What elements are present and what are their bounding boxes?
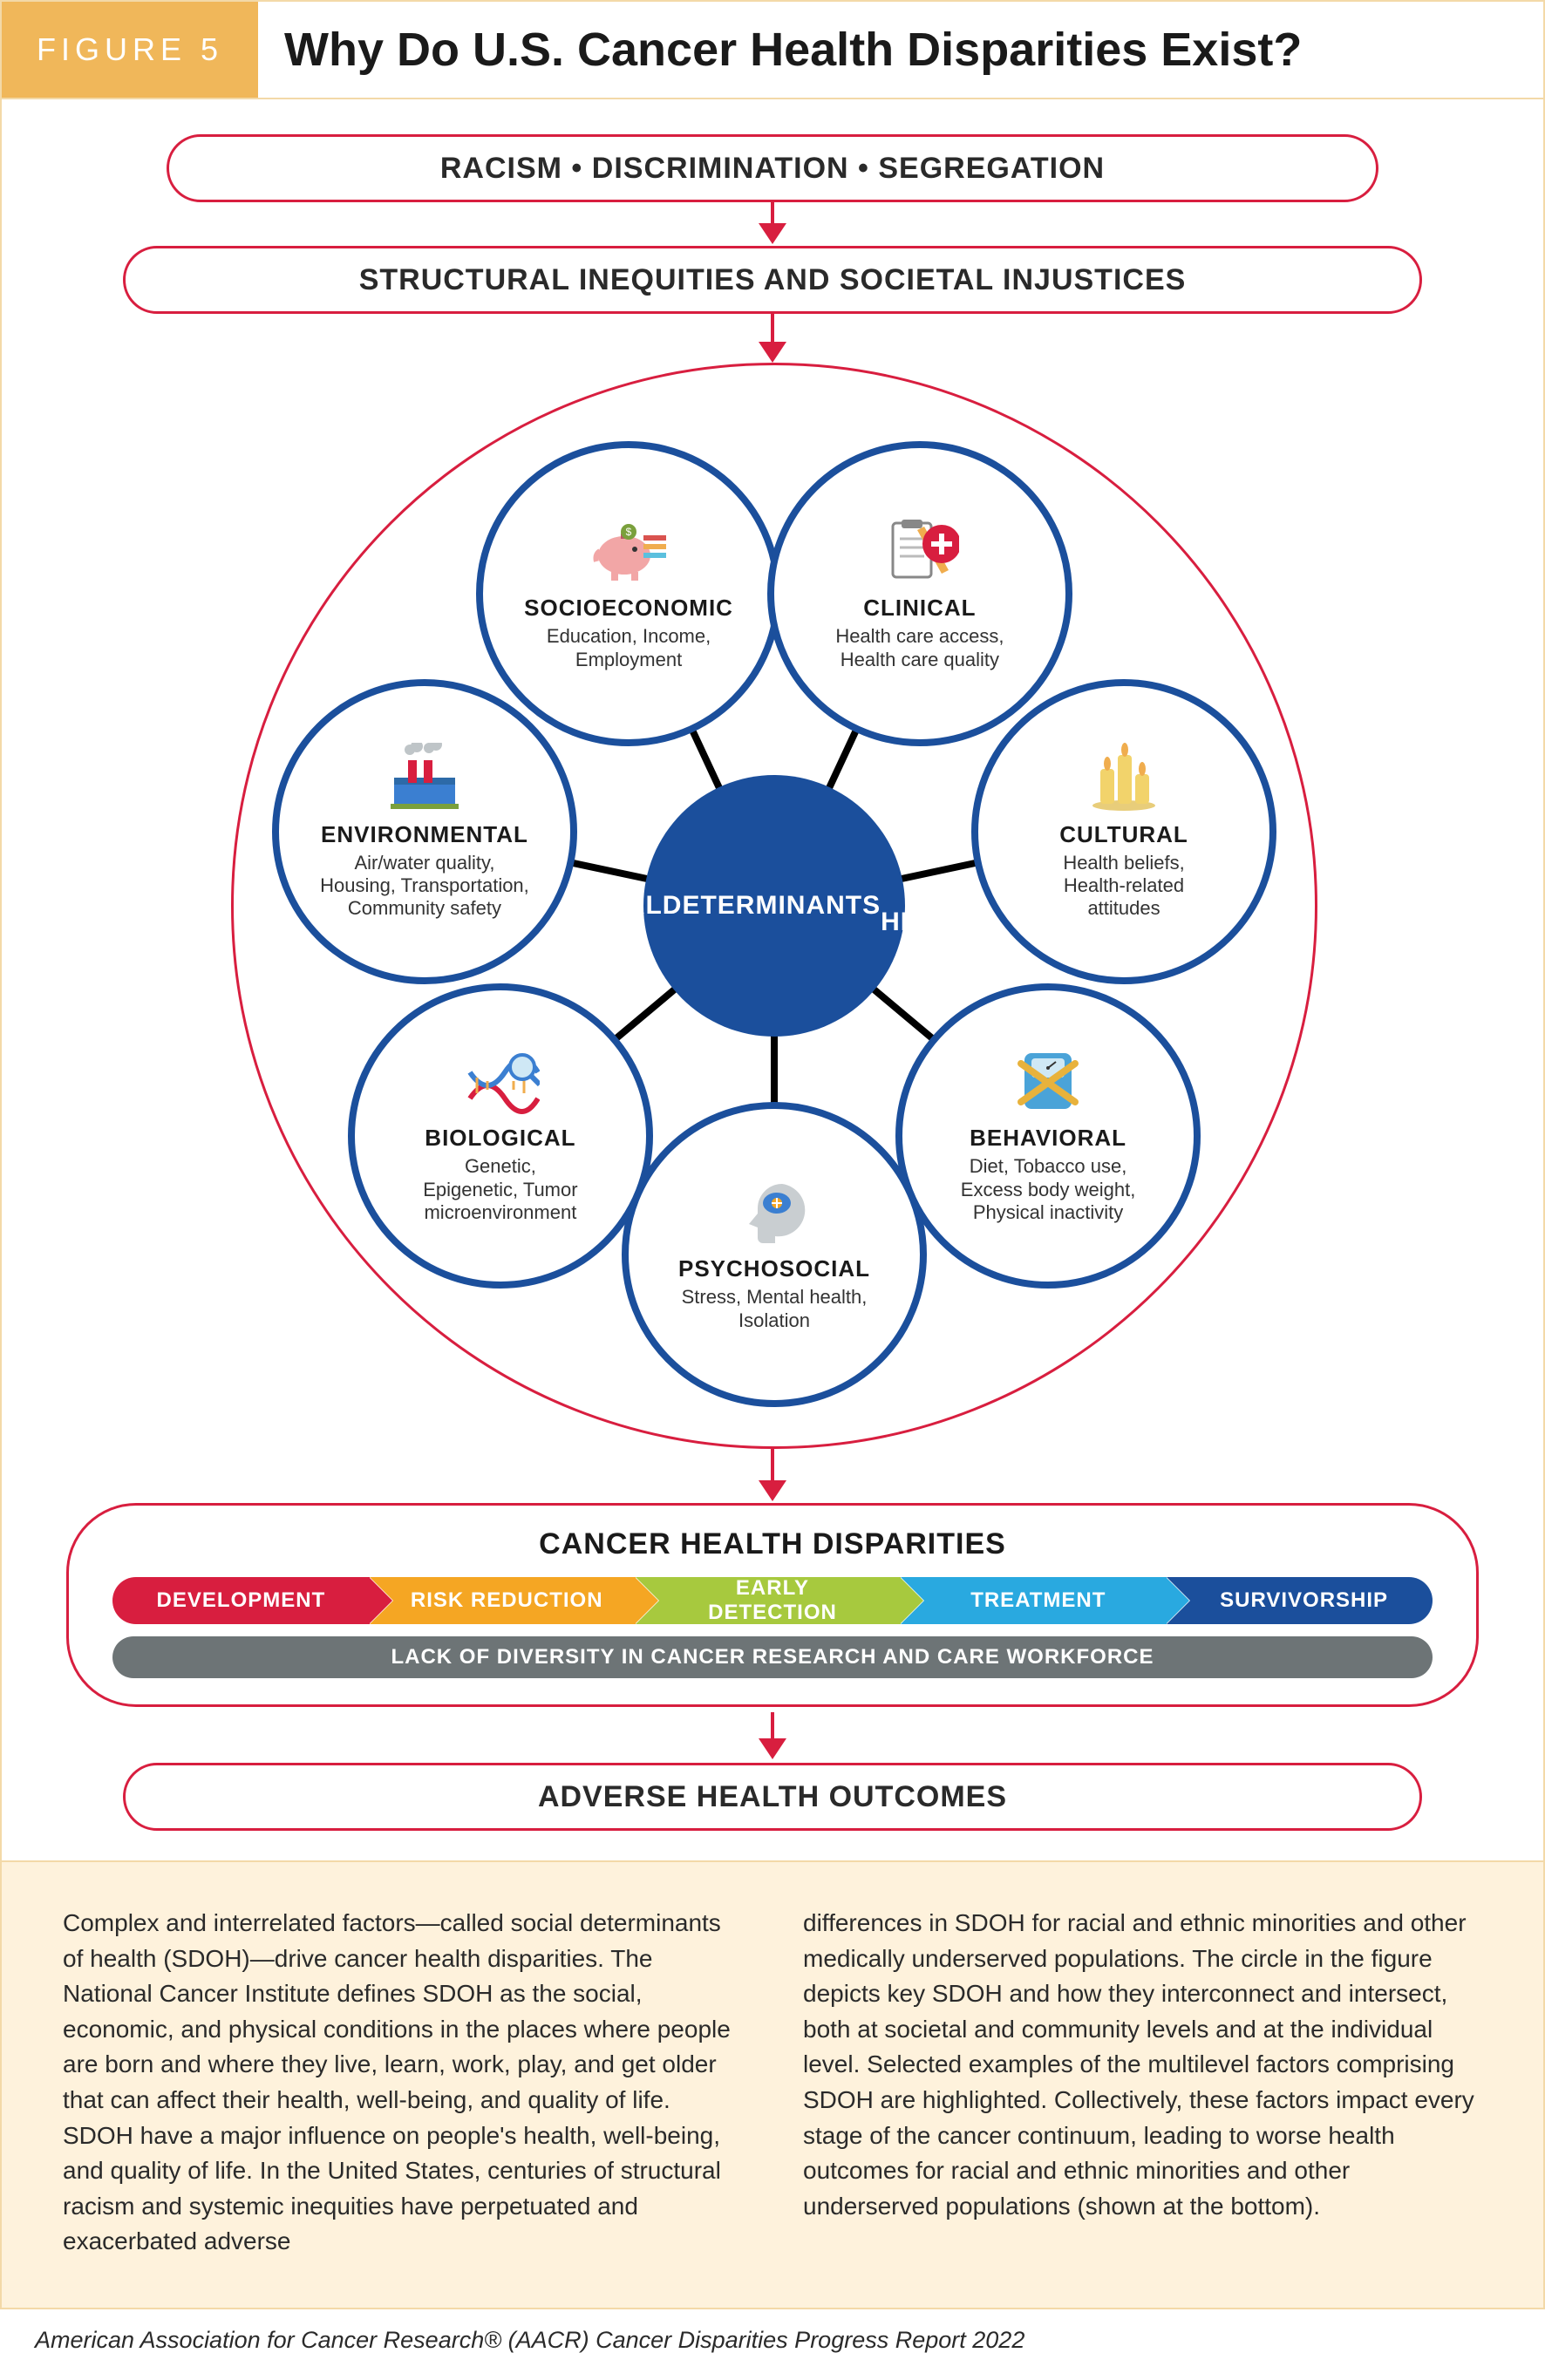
pill-top-text: RACISM • DISCRIMINATION • SEGREGATION [440,152,1105,186]
det-title-socioeconomic: SOCIOECONOMIC [524,595,733,622]
continuum-step-1-label: RISK REDUCTION [411,1588,603,1613]
continuum-chevron-3 [1166,1577,1189,1624]
figure-page: FIGURE 5 Why Do U.S. Cancer Health Dispa… [0,0,1545,2309]
caption-col-1: Complex and interrelated factors—called … [63,1906,742,2260]
continuum-step-4: SURVIVORSHIP [1167,1577,1433,1624]
determinant-environmental: ENVIRONMENTAL Air/water quality,Housing, … [272,679,577,984]
environmental-icon [385,743,464,813]
arrow-stem-a3 [771,1449,774,1480]
svg-text:$: $ [626,526,632,538]
continuum-step-0: DEVELOPMENT [112,1577,370,1624]
continuum-step-3-label: TREATMENT [970,1588,1106,1613]
determinant-clinical: CLINICAL Health care access,Health care q… [767,441,1072,746]
arrow-head-a4 [759,1738,786,1759]
det-sub-cultural: Health beliefs,Health-relatedattitudes [1063,852,1184,921]
continuum-step-2: EARLY DETECTION [636,1577,902,1624]
continuum-step-1: RISK REDUCTION [370,1577,636,1624]
det-title-clinical: CLINICAL [863,595,976,622]
chd-box: CANCER HEALTH DISPARITIES DEVELOPMENT RISK… [66,1503,1479,1707]
continuum-step-4-label: SURVIVORSHIP [1220,1588,1388,1613]
biological-icon [461,1046,540,1116]
continuum-step-3: TREATMENT [901,1577,1167,1624]
det-sub-socioeconomic: Education, Income,Employment [547,625,711,671]
arrow-stem-a2 [771,314,774,342]
arrow-head-a1 [759,223,786,244]
continuum-step-0-label: DEVELOPMENT [157,1588,326,1613]
credit-line: American Association for Cancer Research… [0,2309,1545,2380]
hub-circle: SOCIALDETERMINANTSOF HEALTH [643,775,905,1037]
chd-title: CANCER HEALTH DISPARITIES [112,1527,1433,1561]
det-title-cultural: CULTURAL [1059,821,1188,848]
det-title-environmental: ENVIRONMENTAL [321,821,528,848]
det-sub-clinical: Health care access,Health care quality [835,625,1004,671]
continuum: DEVELOPMENT RISK REDUCTION EARLY DETECTION… [112,1577,1433,1624]
determinant-cultural: CULTURAL Health beliefs,Health-relatedatt… [971,679,1276,984]
det-title-behavioral: BEHAVIORAL [970,1125,1126,1152]
header: FIGURE 5 Why Do U.S. Cancer Health Dispa… [2,2,1543,99]
pill-bottom-text: ADVERSE HEALTH OUTCOMES [538,1780,1007,1814]
det-title-biological: BIOLOGICAL [425,1125,575,1152]
figure-title: Why Do U.S. Cancer Health Disparities Ex… [258,2,1328,98]
pill-second-text: STRUCTURAL INEQUITIES AND SOCIETAL INJUS… [359,263,1187,297]
arrow-head-a3 [759,1480,786,1501]
workforce-bar: LACK OF DIVERSITY IN CANCER RESEARCH AND… [112,1636,1433,1678]
arrow-stem-a1 [771,202,774,223]
det-sub-biological: Genetic,Epigenetic, Tumormicroenvironmen… [423,1155,577,1224]
clinical-icon [881,516,959,586]
det-title-psychosocial: PSYCHOSOCIAL [678,1255,870,1282]
det-sub-psychosocial: Stress, Mental health,Isolation [682,1286,868,1332]
behavioral-icon [1009,1046,1087,1116]
hub-line: DETERMINANTS [663,889,881,922]
det-sub-behavioral: Diet, Tobacco use,Excess body weight,Phy… [961,1155,1136,1224]
caption-col-2: differences in SDOH for racial and ethni… [803,1906,1482,2260]
determinant-socioeconomic: $ SOCIOECONOMIC Education, Income,Employme… [476,441,781,746]
caption-box: Complex and interrelated factors—called … [2,1860,1543,2308]
continuum-chevron-0 [369,1577,392,1624]
continuum-chevron-2 [900,1577,923,1624]
hub-line: SOCIAL [558,889,662,922]
determinant-behavioral: BEHAVIORAL Diet, Tobacco use,Excess body … [895,983,1201,1289]
det-sub-environmental: Air/water quality,Housing, Transportatio… [320,852,529,921]
figure-label: FIGURE 5 [2,2,258,98]
continuum-step-2-label: EARLY DETECTION [670,1576,875,1625]
determinant-psychosocial: PSYCHOSOCIAL Stress, Mental health,Isolat… [622,1102,927,1407]
workforce-label: LACK OF DIVERSITY IN CANCER RESEARCH AND… [391,1645,1154,1669]
diagram-area: RACISM • DISCRIMINATION • SEGREGATION STR… [2,99,1543,1860]
determinant-biological: BIOLOGICAL Genetic,Epigenetic, Tumormicro… [348,983,653,1289]
arrow-stem-a4 [771,1712,774,1738]
pill-bottom: ADVERSE HEALTH OUTCOMES [123,1763,1422,1831]
psychosocial-icon [735,1177,813,1247]
pill-second: STRUCTURAL INEQUITIES AND SOCIETAL INJUS… [123,246,1422,314]
socioeconomic-icon: $ [589,516,668,586]
cultural-icon [1085,743,1163,813]
hub-line: OF HEALTH [881,874,990,939]
continuum-chevron-1 [635,1577,658,1624]
arrow-head-a2 [759,342,786,363]
pill-top: RACISM • DISCRIMINATION • SEGREGATION [167,134,1378,202]
